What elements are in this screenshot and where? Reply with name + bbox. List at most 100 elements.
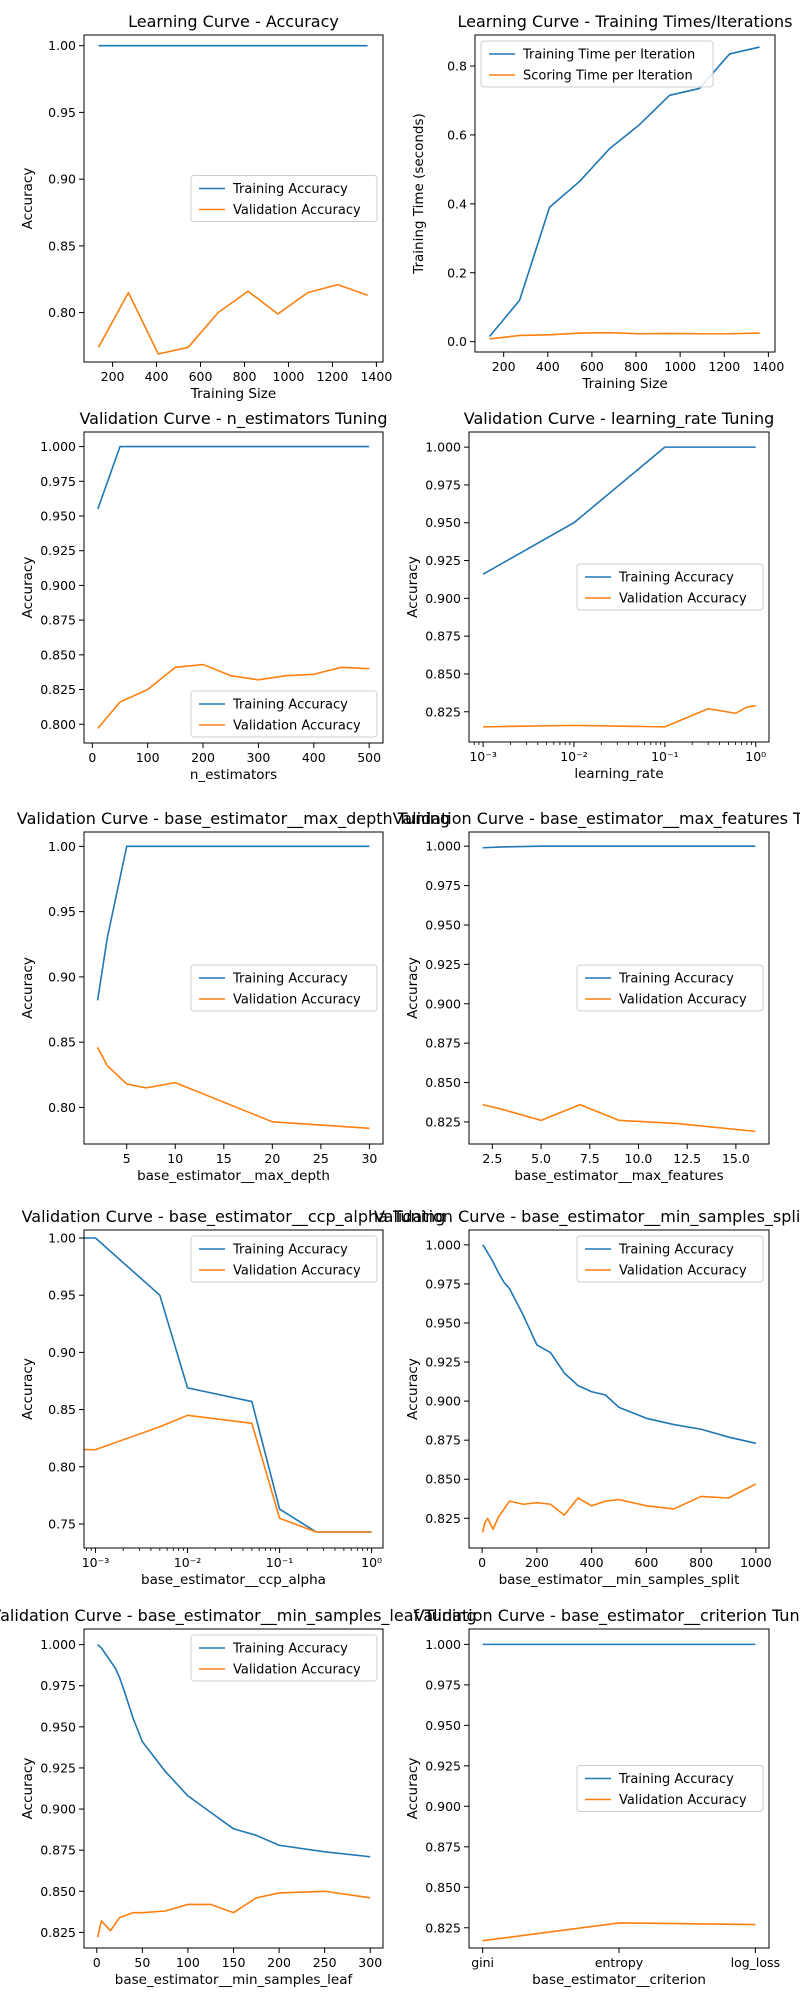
x-tick-label: 10⁻¹ [266,1555,294,1570]
plot-frame [474,34,776,353]
y-tick-label: 0.80 [48,305,76,320]
x-tick-label: 600 [634,1555,658,1570]
chart-panel-9: 0 50 100 150 200 250 300 0.825 0.850 0.875 0.900 0.… [0,1606,477,1988]
chart-title: Validation Curve - learning_rate Tuning [464,409,774,429]
chart-panel-6: 2.5 5.0 7.5 10.0 12.5 15.0 0.825 0.850 0.875 0.90… [393,809,800,1184]
y-tick-label: 0.800 [40,717,76,732]
x-tick-label: 800 [233,369,257,384]
y-tick-label: 0.8 [447,59,467,74]
legend-label: Validation Accuracy [619,1793,747,1808]
y-tick-label: 0.875 [425,1839,461,1854]
y-tick-label: 0.975 [425,1677,461,1692]
y-tick-label: 0.75 [48,1516,76,1531]
legend-box [190,1235,378,1283]
x-tick-label: 10⁰ [745,749,766,764]
legend-label: Validation Accuracy [233,203,361,218]
x-tick-label: 10⁻² [174,1555,202,1570]
legend-label: Training Accuracy [618,571,734,586]
y-axis-label: Accuracy [20,1758,36,1820]
y-tick-label: 0.95 [48,904,76,919]
chart-title: Validation Curve - n_estimators Tuning [79,409,387,429]
chart-panel-7: 10⁻³ 10⁻² 10⁻¹ 10⁰ 0.75 0.80 0.85 0.90 0.95 1.00 V… [20,1207,446,1588]
chart-title: Learning Curve - Training Times/Iteratio… [458,12,793,31]
series-line-2 [96,1890,371,1938]
x-tick-label: 7.5 [580,1151,600,1166]
y-tick-label: 1.000 [40,1637,76,1652]
x-tick-label: 15 [216,1151,232,1166]
legend-box [190,964,378,1012]
legend-label: Validation Accuracy [233,1264,361,1279]
chart-panel-5: 5 10 15 20 25 30 0.80 0.85 0.90 0.95 1.00 Validatio… [17,809,450,1184]
x-tick-label: 1400 [360,369,392,384]
y-tick-label: 0.90 [48,969,76,984]
series-line-1 [97,1644,371,1858]
series-line-2 [489,331,760,340]
y-tick-label: 0.975 [425,1276,461,1291]
x-tick-label: 10⁻² [560,749,588,764]
legend-label: Training Accuracy [232,1642,348,1657]
legend-box [576,964,764,1012]
y-tick-label: 0.875 [40,613,76,628]
chart-title: Validation Curve - base_estimator__max_d… [17,809,450,829]
y-tick-label: 0.85 [48,238,76,253]
y-tick-label: 0.850 [425,666,461,681]
y-axis-label: Accuracy [20,1358,36,1420]
series-line-2 [97,283,368,355]
chart-panel-2: 200 400 600 800 1000 1200 1400 0.0 0.2 0.4 0.6 0.8 L… [411,12,793,392]
x-tick-label: 500 [357,750,381,765]
x-tick-label: 400 [302,750,326,765]
y-axis-label: Accuracy [20,957,36,1019]
legend: Training Time per Iteration Scoring Time … [480,40,714,88]
x-axis-label: n_estimators [190,767,277,783]
y-tick-label: 0.90 [48,1345,76,1360]
x-tick-label: 5 [123,1151,131,1166]
plot-frame [83,1229,384,1549]
x-tick-label: 10⁰ [361,1555,382,1570]
y-tick-label: 0.850 [425,1075,461,1090]
x-tick-label: 0 [93,1955,101,1970]
legend-label: Training Accuracy [618,1772,734,1787]
x-tick-label: 0 [88,750,96,765]
x-tick-label: 30 [361,1151,377,1166]
series-line-2 [96,1047,370,1130]
y-tick-label: 1.000 [425,1237,461,1252]
y-tick-label: 0.950 [425,917,461,932]
y-tick-label: 0.925 [40,543,76,558]
x-axis-label: Training Size [581,376,667,392]
legend-box [480,40,714,88]
plot-frame [468,431,770,743]
legend-label: Validation Accuracy [619,1264,747,1279]
y-tick-label: 0.825 [40,1925,76,1940]
legend: Training Accuracy Validation Accuracy [190,964,378,1012]
x-tick-label: 1000 [664,359,696,374]
x-tick-label: 10.0 [625,1151,653,1166]
x-tick-label: 0 [478,1555,486,1570]
series-line-1 [97,445,370,510]
x-tick-label: 25 [313,1151,329,1166]
y-axis-label: Accuracy [405,957,421,1019]
y-tick-label: 0.900 [425,591,461,606]
y-tick-label: 0.6 [447,127,467,142]
legend-label: Validation Accuracy [619,993,747,1008]
chart-panel-1: 200 400 600 800 1000 1200 1400 0.80 0.85 0.90 0.95… [20,12,392,402]
y-tick-label: 0.900 [40,1802,76,1817]
x-tick-label: 2.5 [482,1151,502,1166]
x-axis-label: base_estimator__min_samples_leaf [115,1972,354,1988]
series-line-1 [488,46,760,338]
y-tick-label: 0.950 [425,1315,461,1330]
y-tick-label: 0.80 [48,1459,76,1474]
plot-frame [83,831,384,1145]
chart-title: Validation Curve - base_estimator__ccp_a… [22,1207,446,1227]
y-tick-label: 0.950 [425,1718,461,1733]
x-tick-label: 50 [134,1955,150,1970]
legend-label: Training Accuracy [232,698,348,713]
legend-box [576,563,764,611]
y-tick-label: 0.975 [425,477,461,492]
chart-title: Learning Curve - Accuracy [128,12,339,31]
legend: Training Accuracy Validation Accuracy [190,1235,378,1283]
y-tick-label: 0.95 [48,1288,76,1303]
legend: Training Accuracy Validation Accuracy [190,690,378,738]
y-tick-label: 0.975 [40,474,76,489]
chart-panel-4: 10⁻³ 10⁻² 10⁻¹ 10⁰ 0.825 0.850 0.875 0.900 0.925… [405,409,774,782]
y-tick-label: 1.00 [48,1231,76,1246]
